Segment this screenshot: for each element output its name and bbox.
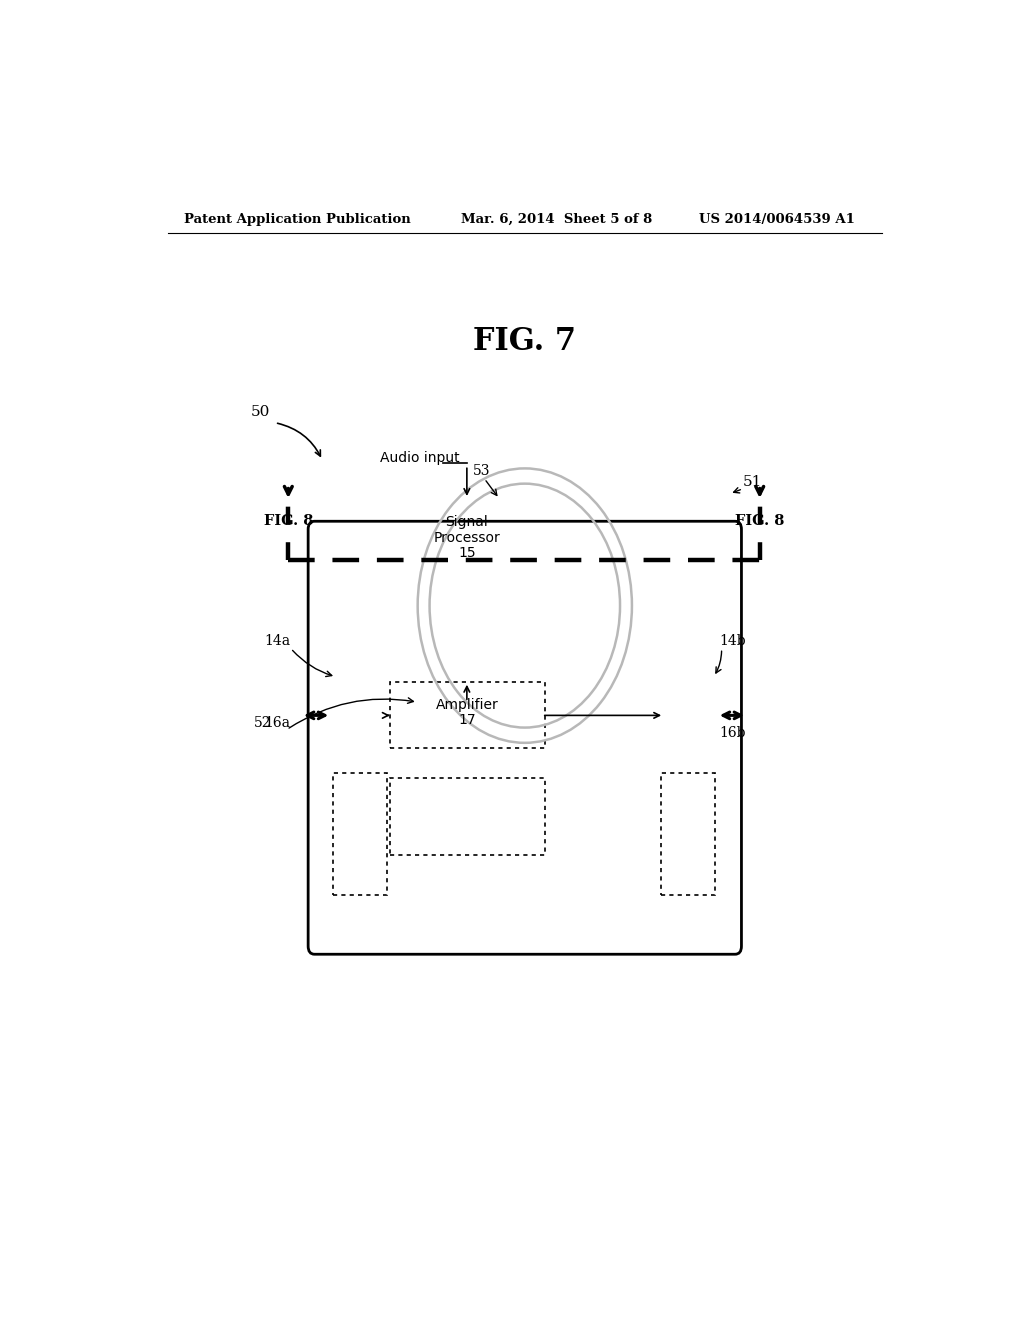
- Bar: [333, 774, 387, 895]
- Text: US 2014/0064539 A1: US 2014/0064539 A1: [699, 213, 855, 226]
- Bar: [390, 779, 545, 854]
- Text: Audio input: Audio input: [380, 451, 460, 465]
- Text: 14a: 14a: [264, 634, 291, 648]
- Text: Patent Application Publication: Patent Application Publication: [183, 213, 411, 226]
- Text: 53: 53: [473, 465, 490, 478]
- Bar: [662, 774, 715, 895]
- Bar: [390, 682, 545, 748]
- Text: 17: 17: [458, 714, 476, 727]
- Text: 16b: 16b: [719, 726, 745, 739]
- Text: 52: 52: [253, 715, 271, 730]
- Text: Mar. 6, 2014  Sheet 5 of 8: Mar. 6, 2014 Sheet 5 of 8: [461, 213, 652, 226]
- Text: 50: 50: [251, 405, 270, 420]
- Text: 16a: 16a: [264, 715, 291, 730]
- Text: FIG. 8: FIG. 8: [735, 515, 784, 528]
- Text: FIG. 8: FIG. 8: [263, 515, 313, 528]
- Text: 15: 15: [458, 545, 476, 560]
- Text: 14b: 14b: [719, 634, 745, 648]
- Text: Signal: Signal: [445, 515, 488, 529]
- Text: FIG. 7: FIG. 7: [473, 326, 577, 356]
- Text: Amplifier: Amplifier: [435, 698, 499, 713]
- Text: 51: 51: [743, 475, 763, 488]
- Text: Processor: Processor: [433, 531, 501, 545]
